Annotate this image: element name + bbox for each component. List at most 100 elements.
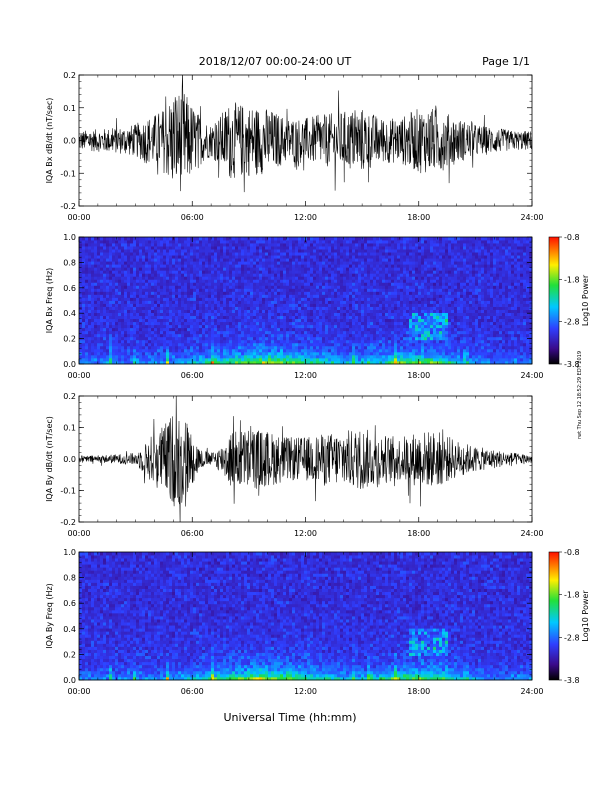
spectrogram-cell <box>85 270 88 273</box>
spectrogram-cell <box>199 282 202 285</box>
spectrogram-cell <box>142 316 145 319</box>
spectrogram-cell <box>298 255 301 258</box>
spectrogram-cell <box>280 349 283 352</box>
spectrogram-cell <box>238 322 241 325</box>
spectrogram-cell <box>178 291 181 294</box>
spectrogram-cell <box>364 285 367 288</box>
spectrogram-cell <box>283 279 286 282</box>
spectrogram-cell <box>406 358 409 361</box>
spectrogram-cell <box>106 273 109 276</box>
spectrogram-cell <box>355 270 358 273</box>
spectrogram-cell <box>424 285 427 288</box>
spectrogram-cell <box>196 307 199 310</box>
spectrogram-cell <box>85 328 88 331</box>
spectrogram-cell <box>286 304 289 307</box>
spectrogram-cell <box>301 288 304 291</box>
spectrogram-cell <box>118 304 121 307</box>
spectrogram-cell <box>145 279 148 282</box>
spectrogram-cell <box>211 355 214 358</box>
spectrogram-cell <box>184 249 187 252</box>
spectrogram-cell <box>298 237 301 240</box>
spectrogram-cell <box>208 343 211 346</box>
spectrogram-cell <box>172 261 175 264</box>
spectrogram-cell <box>301 264 304 267</box>
spectrogram-cell <box>82 297 85 300</box>
spectrogram-cell <box>139 255 142 258</box>
spectrogram-cell <box>238 264 241 267</box>
spectrogram-cell <box>274 282 277 285</box>
spectrogram-cell <box>325 249 328 252</box>
spectrogram-cell <box>244 264 247 267</box>
spectrogram-cell <box>85 237 88 240</box>
spectrogram-cell <box>88 258 91 261</box>
spectrogram-cell <box>337 240 340 243</box>
spectrogram-cell <box>124 288 127 291</box>
spectrogram-cell <box>244 343 247 346</box>
spectrogram-cell <box>166 267 169 270</box>
spectrogram-cell <box>121 337 124 340</box>
spectrogram-cell <box>181 331 184 334</box>
spectrogram-cell <box>238 352 241 355</box>
spectrogram-cell <box>187 282 190 285</box>
spectrogram-cell <box>307 331 310 334</box>
spectrogram-cell <box>196 337 199 340</box>
spectrogram-cell <box>118 310 121 313</box>
spectrogram-cell <box>373 282 376 285</box>
spectrogram-cell <box>208 352 211 355</box>
spectrogram-cell <box>148 288 151 291</box>
spectrogram-cell <box>175 267 178 270</box>
spectrogram-cell <box>259 355 262 358</box>
spectrogram-cell <box>172 340 175 343</box>
spectrogram-cell <box>319 264 322 267</box>
spectrogram-cell <box>178 349 181 352</box>
spectrogram-cell <box>304 307 307 310</box>
spectrogram-cell <box>151 240 154 243</box>
spectrogram-cell <box>181 310 184 313</box>
spectrogram-cell <box>367 243 370 246</box>
spectrogram-cell <box>373 355 376 358</box>
spectrogram-cell <box>280 352 283 355</box>
spectrogram-cell <box>148 325 151 328</box>
spectrogram-cell <box>184 352 187 355</box>
spectrogram-cell <box>247 273 250 276</box>
spectrogram-cell <box>358 337 361 340</box>
spectrogram-cell <box>145 276 148 279</box>
spectrogram-cell <box>166 307 169 310</box>
spectrogram-cell <box>187 319 190 322</box>
spectrogram-cell <box>379 294 382 297</box>
spectrogram-cell <box>160 331 163 334</box>
spectrogram-cell <box>220 316 223 319</box>
spectrogram-cell <box>115 337 118 340</box>
spectrogram-cell <box>184 240 187 243</box>
spectrogram-cell <box>382 334 385 337</box>
spectrogram-cell <box>301 285 304 288</box>
spectrogram-cell <box>91 358 94 361</box>
spectrogram-cell <box>217 267 220 270</box>
spectrogram-cell <box>97 337 100 340</box>
spectrogram-cell <box>247 243 250 246</box>
spectrogram-cell <box>361 355 364 358</box>
spectrogram-cell <box>409 325 412 328</box>
spectrogram-cell <box>229 352 232 355</box>
spectrogram-cell <box>403 349 406 352</box>
spectrogram-cell <box>328 261 331 264</box>
spectrogram-cell <box>289 252 292 255</box>
spectrogram-cell <box>322 307 325 310</box>
spectrogram-cell <box>322 352 325 355</box>
spectrogram-cell <box>265 279 268 282</box>
spectrogram-cell <box>355 328 358 331</box>
spectrogram-cell <box>367 328 370 331</box>
spectrogram-cell <box>82 240 85 243</box>
spectrogram-cell <box>364 358 367 361</box>
spectrogram-cell <box>316 349 319 352</box>
spectrogram-cell <box>184 316 187 319</box>
spectrogram-cell <box>79 291 82 294</box>
spectrogram-cell <box>247 294 250 297</box>
spectrogram-cell <box>163 249 166 252</box>
spectrogram-cell <box>382 343 385 346</box>
spectrogram-cell <box>112 346 115 349</box>
spectrogram-cell <box>88 316 91 319</box>
spectrogram-cell <box>301 276 304 279</box>
spectrogram-cell <box>196 301 199 304</box>
spectrogram-cell <box>184 343 187 346</box>
